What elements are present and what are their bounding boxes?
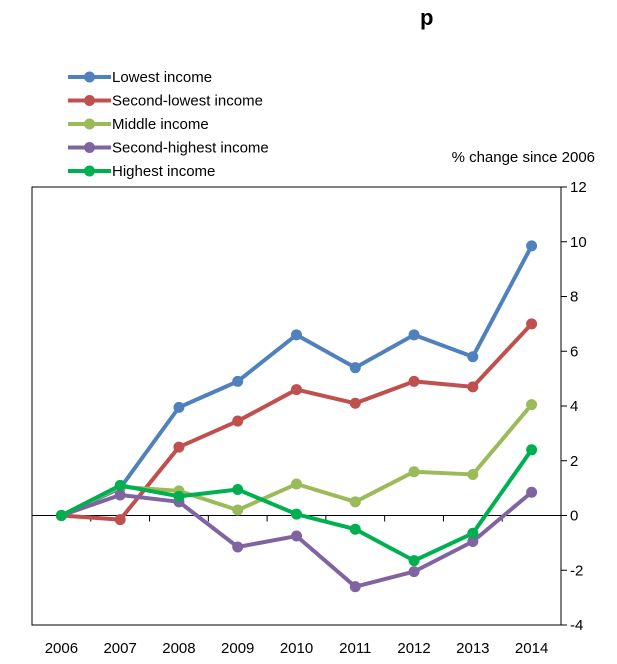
data-point [232, 375, 244, 387]
data-point [232, 415, 244, 427]
data-point [408, 375, 420, 387]
data-point [408, 466, 420, 478]
data-point [173, 441, 185, 453]
data-point [526, 444, 538, 456]
y-tick-label: 8 [570, 289, 578, 306]
data-point [526, 240, 538, 252]
legend-label: Second-lowest income [112, 93, 263, 110]
chart-title: p [420, 5, 433, 30]
legend-swatch-marker [84, 71, 95, 83]
legend-item: Lowest income [68, 69, 212, 86]
data-point [114, 514, 126, 526]
data-point [408, 329, 420, 341]
legend-item: Second-highest income [68, 140, 269, 157]
y-tick-label: -2 [570, 562, 583, 579]
legend: Lowest income Second-lowest income Middle … [68, 69, 269, 180]
x-tick-label: 2013 [456, 640, 489, 657]
data-point [467, 536, 479, 548]
data-point [467, 381, 479, 393]
data-point [526, 318, 538, 330]
legend-label: Second-highest income [112, 140, 269, 157]
legend-label: Middle income [112, 116, 209, 133]
data-point [114, 479, 126, 491]
data-point [291, 329, 302, 341]
data-point [232, 483, 244, 495]
y-tick-label: 0 [570, 508, 578, 525]
data-point [349, 581, 361, 593]
y-tick-label: 4 [570, 398, 578, 415]
data-point [349, 496, 361, 508]
data-point [526, 399, 538, 411]
data-point [467, 351, 479, 363]
x-tick-label: 2011 [339, 640, 371, 657]
y-axis-label: % change since 2006 [452, 149, 595, 166]
data-point [173, 401, 185, 413]
legend-swatch-marker [84, 142, 95, 153]
data-point [291, 508, 302, 520]
y-tick-label: 6 [570, 343, 578, 360]
x-tick-label: 2008 [162, 640, 195, 657]
legend-item: Highest income [68, 163, 215, 180]
data-point [349, 362, 361, 374]
y-tick-label: -4 [570, 617, 583, 634]
x-tick-label: 2007 [103, 640, 136, 657]
data-point [114, 489, 126, 501]
y-tick-label: 2 [570, 453, 578, 470]
data-point [349, 523, 361, 535]
x-tick-label: 2012 [397, 640, 430, 657]
series-5 [55, 444, 538, 567]
series-4 [55, 486, 538, 593]
data-point [349, 397, 361, 409]
data-point [291, 384, 302, 396]
series-line [59, 402, 534, 518]
data-point [173, 490, 185, 502]
data-point [408, 555, 420, 567]
legend-label: Lowest income [112, 69, 212, 86]
data-point [467, 527, 479, 539]
x-tick-label: 2014 [515, 640, 548, 657]
legend-swatch-marker [84, 165, 95, 177]
legend-swatch-marker [84, 118, 95, 130]
data-point [55, 510, 67, 521]
data-point [526, 486, 538, 498]
plot-area [31, 186, 562, 626]
data-point [291, 530, 302, 542]
y-tick-label: 12 [570, 179, 587, 196]
x-tick-label: 2009 [221, 640, 254, 657]
y-tick-label: 10 [570, 234, 587, 251]
x-tick-label: 2006 [45, 640, 78, 657]
legend-swatch-marker [84, 95, 95, 106]
legend-item: Middle income [68, 116, 209, 133]
data-point [291, 478, 302, 490]
data-point [467, 468, 479, 480]
legend-label: Highest income [112, 163, 215, 180]
data-point [232, 541, 244, 553]
data-point [408, 566, 420, 578]
x-tick-label: 2010 [280, 640, 313, 657]
data-point [232, 504, 244, 516]
legend-item: Second-lowest income [68, 93, 263, 110]
series-3 [55, 399, 538, 521]
